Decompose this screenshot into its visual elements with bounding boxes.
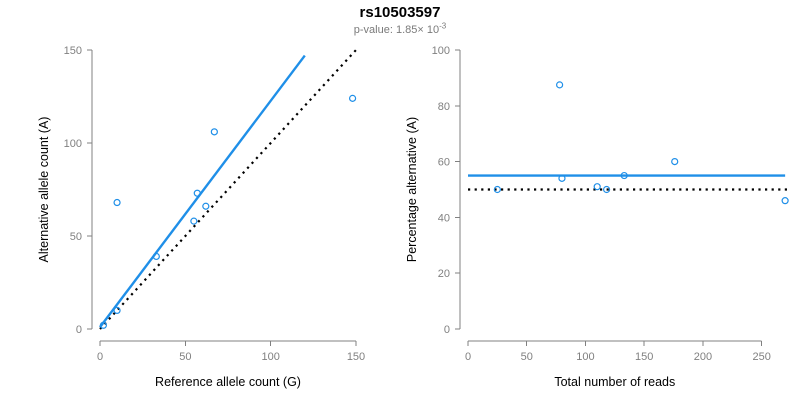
y-tick-label: 150: [64, 45, 82, 57]
data-point: [202, 202, 210, 210]
y-tick-label: 0: [444, 324, 450, 336]
right-plot-svg: 0 20 40 60 80 100 0 50 100 150 200 250 Total number …: [405, 45, 791, 389]
left-plot-axes: [87, 49, 357, 346]
x-axis-title: Total number of reads: [554, 375, 675, 389]
x-tick-label: 150: [347, 351, 365, 363]
data-point: [152, 252, 160, 261]
x-tick-label: 250: [752, 351, 770, 363]
x-tick-label: 50: [521, 351, 533, 363]
x-tick-label: 200: [694, 351, 712, 363]
y-axis-title: Percentage alternative (A): [405, 117, 419, 262]
data-point: [113, 306, 121, 314]
reference-line: [99, 49, 357, 330]
x-axis-title: Reference allele count (G): [155, 375, 301, 389]
left-plot-svg: 0 50 100 150 0 50 100 150 Reference allele count…: [37, 45, 365, 389]
x-tick-label: 0: [97, 351, 103, 363]
y-tick-label: 50: [70, 231, 82, 243]
right-plot-lines: [468, 174, 791, 191]
left-plot-labels: 0 50 100 150 0 50 100 150 Reference allele count…: [37, 45, 365, 389]
y-tick-label: 40: [438, 212, 450, 224]
data-point: [99, 321, 108, 329]
y-tick-label: 60: [438, 157, 450, 169]
left-plot-lines: [99, 49, 357, 330]
pvalue-label: p-value: 1.85× 10-3: [0, 21, 800, 37]
x-tick-label: 0: [465, 351, 471, 363]
y-tick-label: 100: [432, 45, 450, 57]
scatter-panel-left: 0 50 100 150 0 50 100 150 Reference allele count…: [37, 45, 365, 389]
y-tick-label: 20: [438, 268, 450, 280]
data-point: [781, 197, 789, 205]
right-plot-points: [493, 81, 789, 205]
data-point: [558, 174, 566, 182]
data-point: [593, 183, 601, 191]
y-tick-label: 0: [76, 324, 82, 336]
fit-line: [99, 54, 306, 328]
scatter-panel-right: 0 20 40 60 80 100 0 50 100 150 200 250 Total number …: [400, 0, 800, 400]
data-point: [348, 94, 357, 102]
data-point: [193, 189, 201, 197]
x-tick-label: 150: [635, 351, 653, 363]
pvalue-text: p-value: 1.85× 10: [353, 24, 440, 36]
y-tick-label: 80: [438, 101, 450, 113]
data-point: [190, 217, 198, 225]
x-tick-label: 50: [179, 351, 191, 363]
pvalue-exponent: -3: [439, 21, 447, 31]
data-point: [210, 128, 218, 136]
x-tick-label: 100: [576, 351, 594, 363]
right-plot-axes: [455, 49, 763, 346]
data-point: [113, 198, 121, 207]
data-point: [671, 158, 679, 166]
data-point: [620, 171, 628, 180]
y-axis-title: Alternative allele count (A): [37, 117, 51, 263]
data-point: [602, 185, 611, 194]
figure-title-block: rs10503597 p-value: 1.85× 10-3: [0, 4, 800, 37]
page-title: rs10503597: [359, 4, 441, 21]
y-tick-label: 100: [64, 138, 82, 150]
data-point: [493, 185, 501, 194]
x-tick-label: 100: [261, 351, 279, 363]
right-plot-labels: 0 20 40 60 80 100 0 50 100 150 200 250 Total number …: [405, 45, 771, 389]
left-plot-points: [99, 94, 357, 329]
data-point: [556, 81, 564, 89]
